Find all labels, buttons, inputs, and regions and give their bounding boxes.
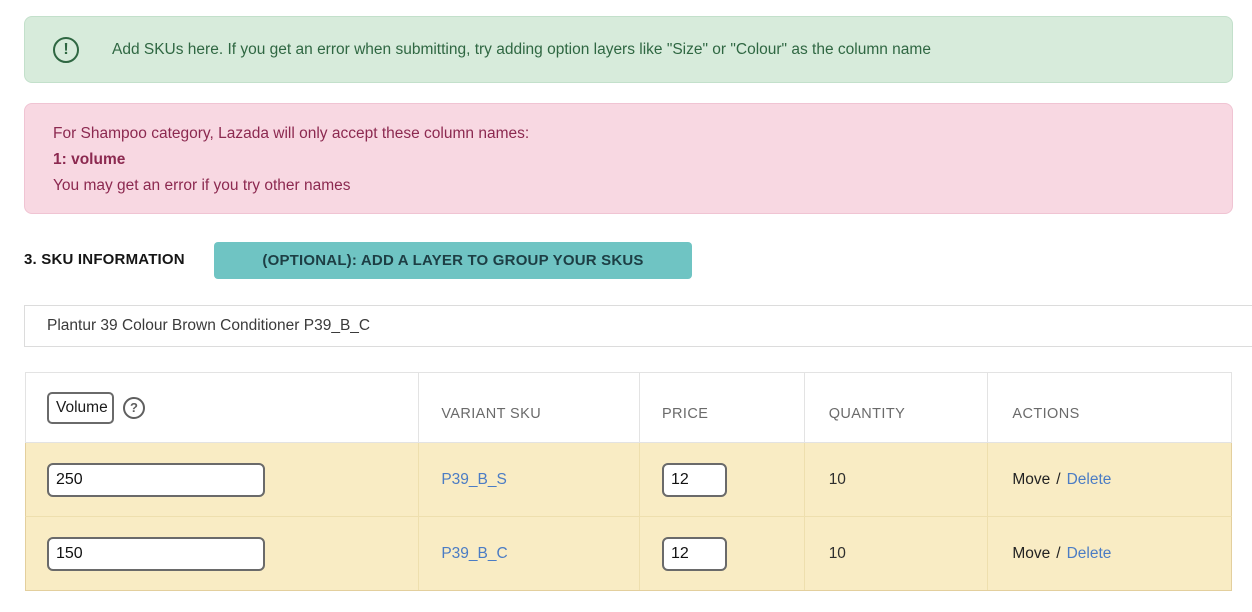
- info-icon: !: [53, 36, 79, 63]
- warning-banner: For Shampoo category, Lazada will only a…: [24, 103, 1233, 214]
- table-row: P39_B_C 10 Move / Delete: [25, 517, 1232, 591]
- quantity-column-header: QUANTITY: [805, 373, 989, 442]
- info-banner: ! Add SKUs here. If you get an error whe…: [24, 16, 1233, 83]
- actions-column-header: ACTIONS: [988, 373, 1231, 442]
- quantity-cell: 10: [805, 517, 989, 590]
- option-value-cell: [26, 517, 420, 590]
- variant-sku-link[interactable]: P39_B_S: [441, 470, 507, 488]
- price-input[interactable]: [661, 536, 727, 571]
- price-cell: [640, 443, 805, 516]
- table-row: P39_B_S 10 Move / Delete: [25, 443, 1232, 517]
- table-header-row: ? VARIANT SKU PRICE QUANTITY ACTIONS: [25, 372, 1232, 443]
- product-name-input[interactable]: [24, 305, 1252, 347]
- quantity-value: 10: [828, 470, 846, 488]
- quantity-value: 10: [828, 544, 846, 562]
- help-icon[interactable]: ?: [123, 396, 145, 419]
- add-layer-button[interactable]: (OPTIONAL): ADD A LAYER TO GROUP YOUR SK…: [214, 242, 692, 279]
- sku-table: ? VARIANT SKU PRICE QUANTITY ACTIONS P39…: [25, 372, 1232, 591]
- price-cell: [640, 517, 805, 590]
- column-label: PRICE: [661, 406, 709, 422]
- variant-sku-column-header: VARIANT SKU: [419, 373, 640, 442]
- delete-link[interactable]: Delete: [1066, 544, 1112, 562]
- price-input[interactable]: [661, 462, 727, 497]
- option-name-input[interactable]: [47, 391, 114, 424]
- section-title: 3. SKU INFORMATION: [24, 251, 185, 268]
- option-value-input[interactable]: [47, 536, 265, 571]
- price-column-header: PRICE: [640, 373, 805, 442]
- action-separator: /: [1056, 544, 1061, 562]
- variant-sku-cell: P39_B_C: [419, 517, 640, 590]
- warning-line-2: 1: volume: [53, 151, 126, 168]
- move-link[interactable]: Move: [1012, 544, 1051, 562]
- move-link[interactable]: Move: [1012, 470, 1051, 488]
- actions-cell: Move / Delete: [988, 517, 1231, 590]
- info-banner-text: Add SKUs here. If you get an error when …: [112, 40, 931, 58]
- warning-line-3: You may get an error if you try other na…: [53, 177, 351, 194]
- quantity-cell: 10: [805, 443, 989, 516]
- option-value-input[interactable]: [47, 462, 265, 497]
- option-value-cell: [26, 443, 420, 516]
- column-label: QUANTITY: [828, 406, 906, 422]
- actions-cell: Move / Delete: [988, 443, 1231, 516]
- warning-line-1: For Shampoo category, Lazada will only a…: [53, 125, 530, 142]
- variant-sku-link[interactable]: P39_B_C: [441, 544, 508, 562]
- column-label: ACTIONS: [1012, 406, 1080, 422]
- action-separator: /: [1056, 470, 1061, 488]
- delete-link[interactable]: Delete: [1066, 470, 1112, 488]
- variant-sku-cell: P39_B_S: [419, 443, 640, 516]
- option-column-header: ?: [26, 373, 420, 442]
- column-label: VARIANT SKU: [441, 406, 542, 422]
